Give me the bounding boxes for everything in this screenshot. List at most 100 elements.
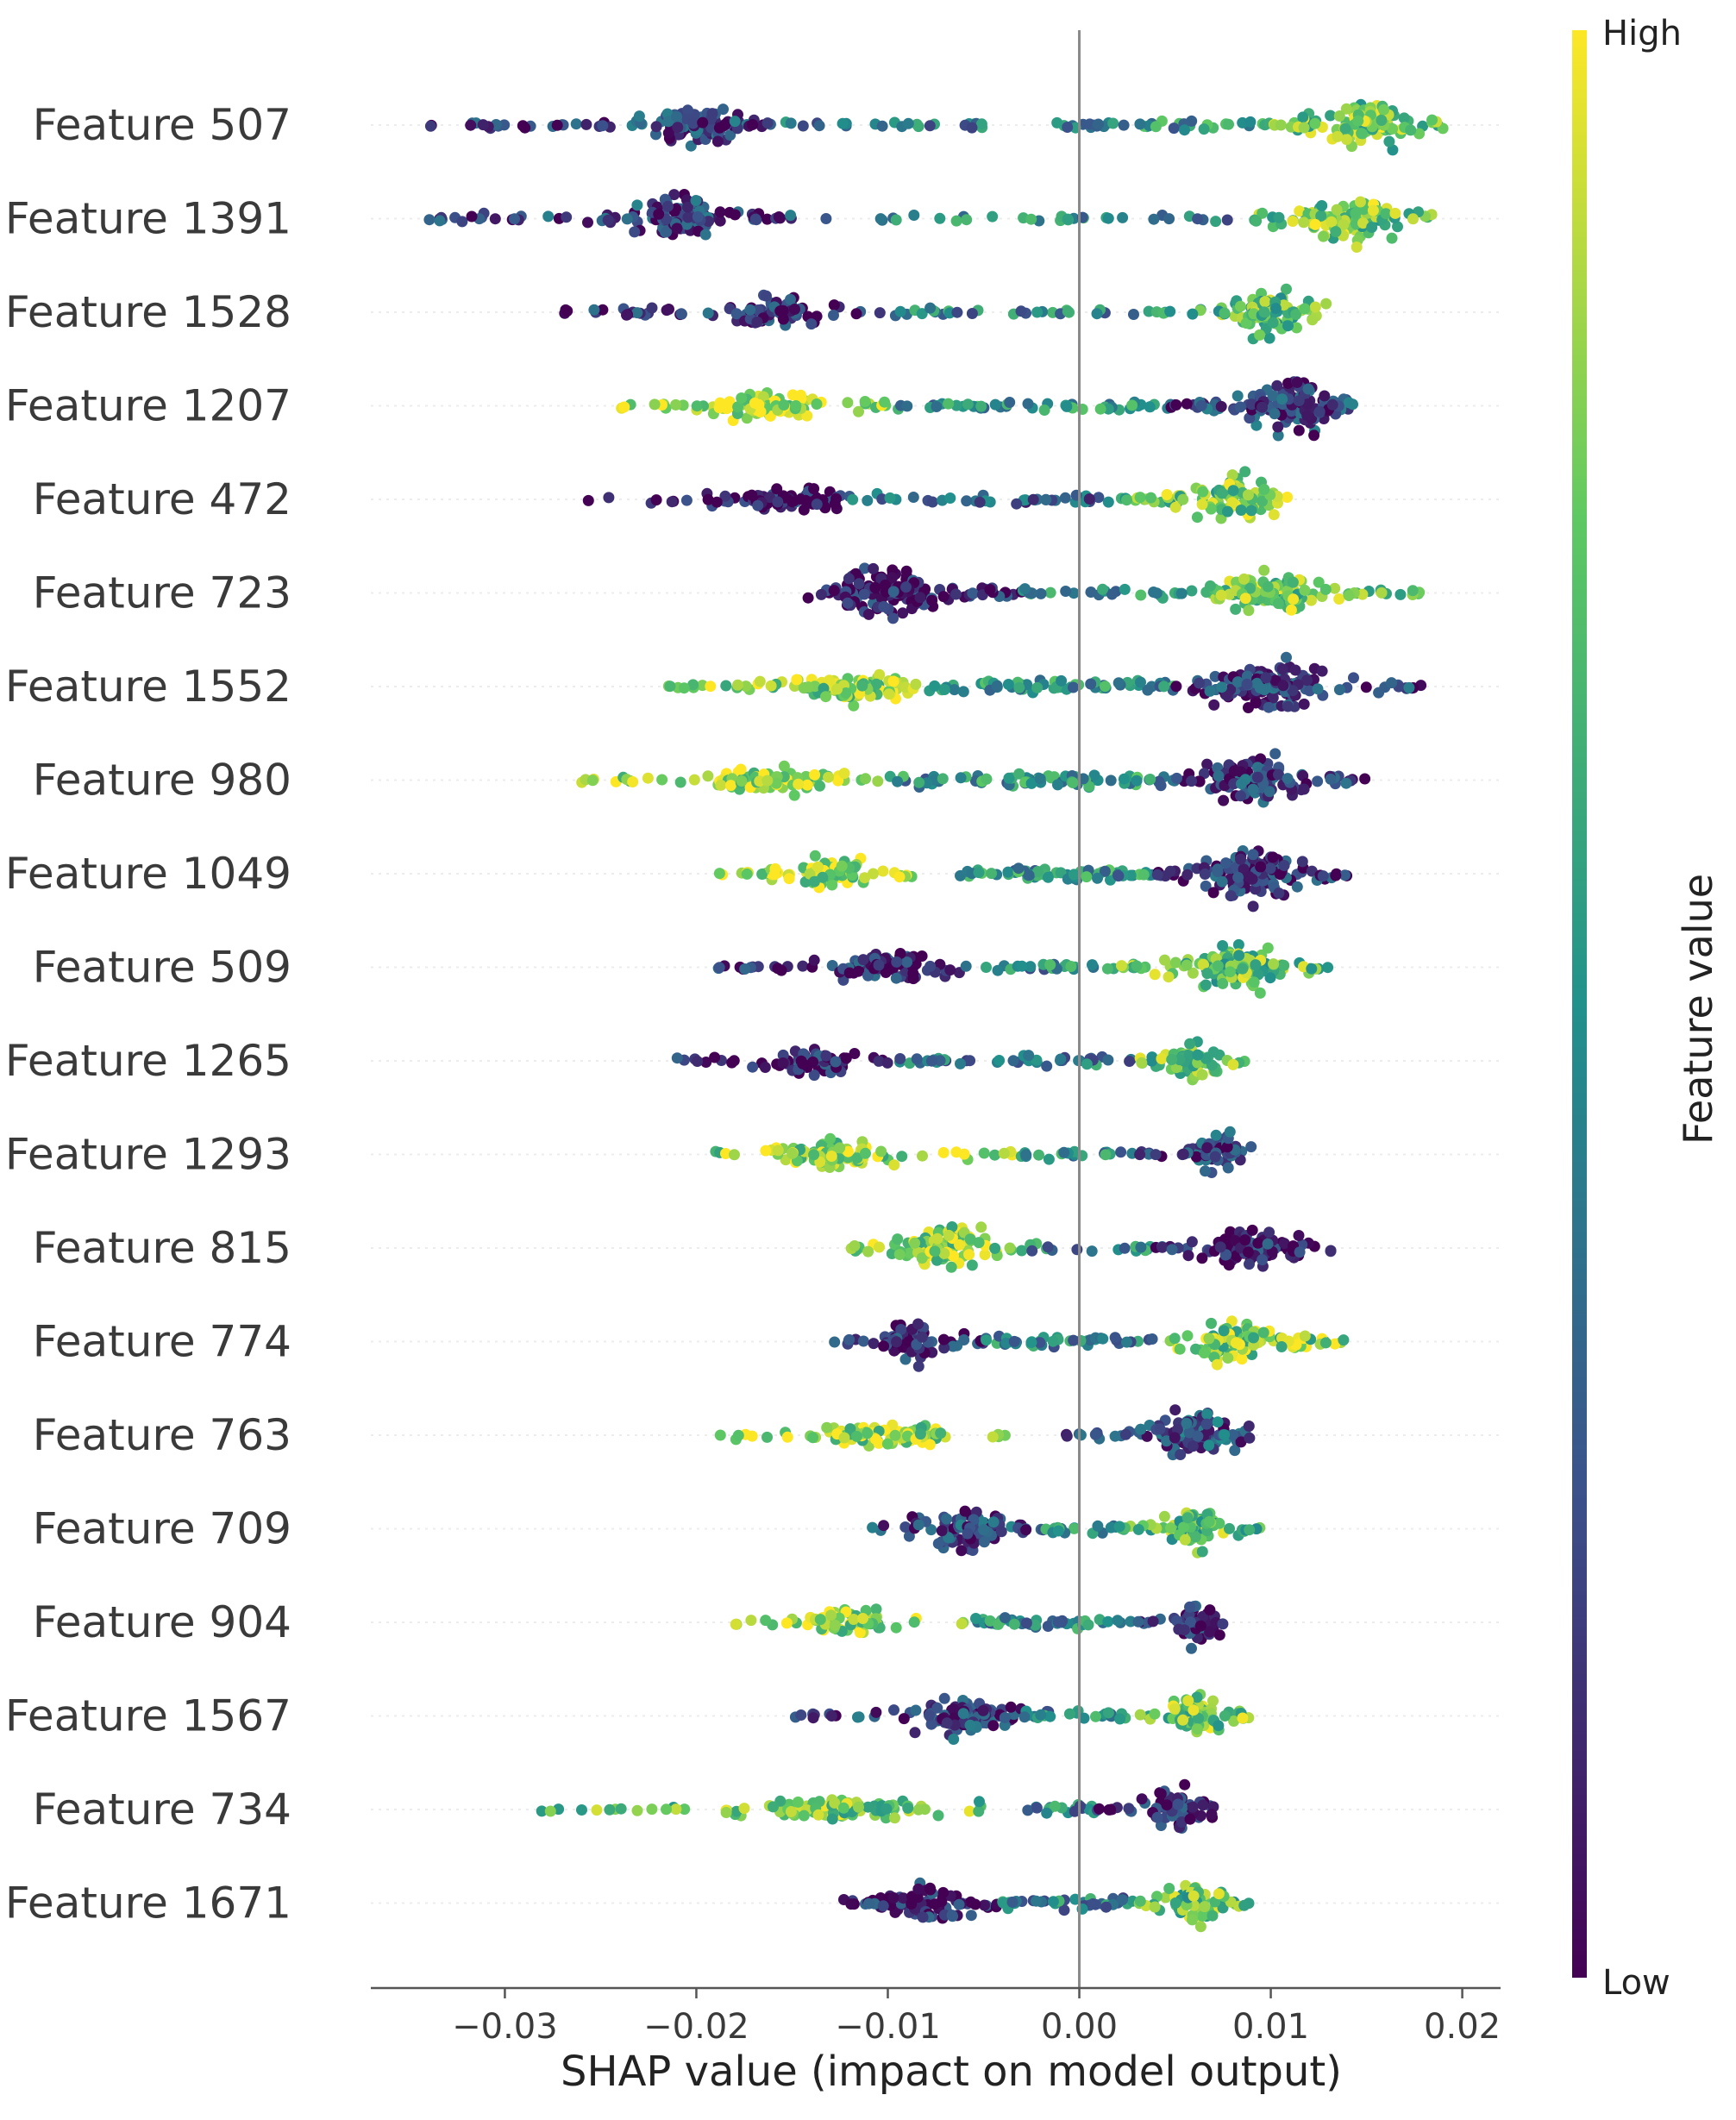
- shap-point: [836, 860, 848, 872]
- shap-point: [965, 1910, 977, 1922]
- shap-point: [747, 1061, 759, 1073]
- shap-point: [1244, 1432, 1256, 1444]
- shap-point: [977, 1704, 989, 1716]
- shap-point: [603, 492, 615, 504]
- shap-point: [1238, 1899, 1250, 1911]
- shap-point: [826, 1813, 838, 1825]
- shap-point: [941, 1513, 953, 1525]
- shap-point: [961, 495, 973, 507]
- shap-point: [580, 118, 592, 130]
- shap-point: [1330, 869, 1342, 881]
- shap-point: [775, 964, 787, 976]
- shap-point: [959, 1505, 971, 1517]
- shap-point: [1275, 1341, 1288, 1352]
- shap-point: [1287, 216, 1299, 227]
- shap-point: [1196, 1910, 1208, 1922]
- shap-point: [489, 213, 501, 225]
- shap-point: [912, 1883, 924, 1895]
- shap-point: [656, 774, 668, 786]
- shap-point: [1091, 308, 1103, 320]
- shap-point: [825, 1609, 837, 1621]
- shap-point: [1187, 1914, 1198, 1926]
- shap-point: [1158, 681, 1170, 693]
- shap-point: [1316, 200, 1328, 211]
- shap-point: [947, 1340, 959, 1352]
- shap-point: [1319, 583, 1332, 595]
- feature-label: Feature 509: [33, 943, 291, 993]
- shap-point: [711, 135, 724, 147]
- shap-point: [932, 1538, 944, 1550]
- shap-point: [1302, 383, 1314, 395]
- shap-point: [1143, 305, 1155, 317]
- shap-point: [1338, 1334, 1350, 1346]
- shap-point: [1044, 586, 1056, 599]
- shap-point: [1316, 665, 1328, 677]
- shap-point: [870, 1603, 882, 1615]
- shap-point: [1169, 957, 1181, 969]
- shap-point: [1351, 241, 1363, 253]
- shap-point: [1204, 580, 1216, 592]
- shap-point: [785, 293, 796, 305]
- shap-point: [938, 1247, 950, 1259]
- shap-point: [1271, 379, 1283, 392]
- shap-point: [1051, 116, 1063, 129]
- shap-point: [1035, 1709, 1047, 1721]
- shap-point: [1236, 1353, 1248, 1365]
- shap-point: [1203, 1333, 1215, 1345]
- shap-point: [1102, 212, 1114, 224]
- shap-point: [785, 1806, 797, 1817]
- shap-point: [924, 1884, 937, 1896]
- shap-point: [946, 1221, 958, 1232]
- shap-point: [1058, 1146, 1070, 1158]
- shap-point: [670, 1803, 682, 1816]
- shap-point: [576, 1804, 587, 1816]
- shap-point: [671, 223, 683, 235]
- shap-point: [899, 1521, 912, 1533]
- shap-point: [987, 1720, 1000, 1732]
- shap-point: [714, 1429, 726, 1441]
- shap-point: [687, 117, 699, 129]
- shap-point: [868, 868, 879, 880]
- feature-row-points: [662, 651, 1427, 713]
- shap-point: [1234, 300, 1246, 312]
- shap-point: [745, 1615, 757, 1627]
- shap-point: [1134, 1149, 1146, 1161]
- shap-point: [862, 1427, 874, 1439]
- x-tick-label: −0.03: [452, 2007, 558, 2047]
- feature-label: Feature 1528: [5, 287, 291, 337]
- colorbar: High Low Feature value: [1572, 14, 1721, 2003]
- shap-point: [1244, 116, 1257, 128]
- shap-point: [1099, 865, 1111, 877]
- shap-point: [1289, 664, 1301, 676]
- shap-point: [906, 1898, 918, 1910]
- shap-point: [1301, 398, 1313, 411]
- shap-point: [814, 1614, 826, 1626]
- shap-point: [963, 1805, 975, 1817]
- shap-point: [1290, 309, 1302, 320]
- shap-point: [761, 117, 774, 129]
- shap-point: [1089, 1428, 1101, 1440]
- shap-point: [1034, 1337, 1046, 1349]
- shap-point: [629, 226, 641, 238]
- shap-point: [1181, 959, 1193, 971]
- shap-point: [1019, 494, 1031, 506]
- shap-point: [1204, 685, 1216, 697]
- shap-point: [829, 1619, 841, 1631]
- shap-point: [984, 584, 996, 596]
- shap-point: [868, 1338, 880, 1350]
- shap-point: [1294, 1246, 1306, 1258]
- shap-point: [1352, 115, 1364, 127]
- colorbar-title: Feature value: [1675, 874, 1721, 1145]
- shap-point: [961, 214, 973, 226]
- shap-point: [1332, 130, 1344, 142]
- shap-point: [1100, 1901, 1112, 1913]
- shap-point: [714, 206, 726, 218]
- shap-point: [1177, 1714, 1189, 1726]
- shap-point: [702, 307, 714, 319]
- shap-point: [798, 1810, 810, 1822]
- shap-point: [912, 1360, 924, 1372]
- shap-point: [785, 210, 797, 222]
- shap-point: [1386, 677, 1397, 689]
- shap-point: [981, 1334, 993, 1346]
- shap-point: [1068, 681, 1079, 693]
